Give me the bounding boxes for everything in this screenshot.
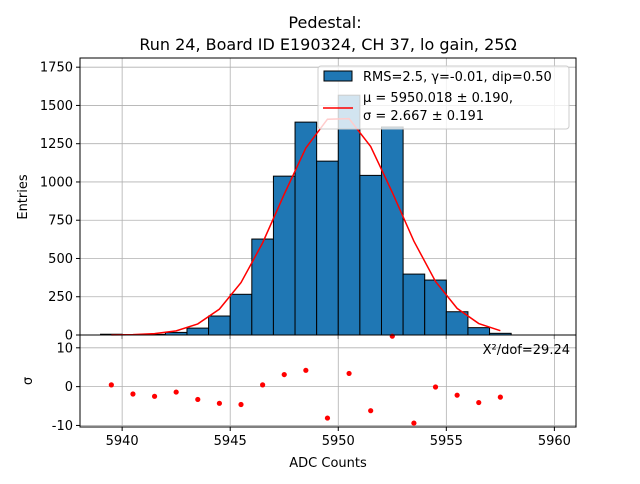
residual-point <box>130 391 135 396</box>
residual-point <box>238 402 243 407</box>
y-tick-label: 1000 <box>40 175 73 190</box>
histogram-bar <box>209 316 231 335</box>
x-tick-label: 5950 <box>322 434 355 449</box>
residual-point <box>303 368 308 373</box>
residual-point <box>498 395 503 400</box>
residual-point <box>260 382 265 387</box>
y-tick-label: 1250 <box>40 137 73 152</box>
histogram-bar <box>360 175 382 335</box>
legend-label-fit-sigma: σ = 2.667 ± 0.191 <box>363 109 484 124</box>
y-tick-label: 750 <box>48 214 73 229</box>
residual-point <box>152 394 157 399</box>
residual-point <box>109 382 114 387</box>
x-axis-label: ADC Counts <box>289 456 367 471</box>
y-tick-label: 250 <box>48 290 73 305</box>
histogram-bar <box>252 239 274 335</box>
residual-point <box>282 372 287 377</box>
residual-point <box>411 421 416 426</box>
chart-title-line2: Run 24, Board ID E190324, CH 37, lo gain… <box>139 35 516 54</box>
histogram-bar <box>295 122 317 335</box>
y-axis-label-sigma: σ <box>21 377 36 385</box>
histogram-bar <box>317 161 339 335</box>
x-tick-label: 5940 <box>106 434 139 449</box>
histogram-bar <box>187 328 209 335</box>
residual-point <box>174 389 179 394</box>
residual-point <box>433 384 438 389</box>
legend-swatch-histogram <box>324 71 352 81</box>
legend-label-fit-mu: μ = 5950.018 ± 0.190, <box>363 91 513 106</box>
histogram-bar <box>403 274 425 335</box>
residual-point <box>476 400 481 405</box>
y-tick-label: -10 <box>52 419 73 434</box>
histogram-bar <box>230 294 252 335</box>
histogram-bar <box>425 280 447 335</box>
histogram-bar <box>273 176 295 335</box>
residual-point <box>390 334 395 339</box>
y-tick-label: 1750 <box>40 61 73 76</box>
x-tick-label: 5955 <box>430 434 463 449</box>
legend: RMS=2.5, γ=-0.01, dip=0.50 μ = 5950.018 … <box>318 66 569 129</box>
residual-point <box>455 393 460 398</box>
residual-point <box>325 415 330 420</box>
histogram-bar <box>446 312 468 335</box>
y-tick-label: 0 <box>65 380 73 395</box>
y-tick-label: 500 <box>48 252 73 267</box>
residual-point <box>217 401 222 406</box>
y-axis-label-entries: Entries <box>16 174 31 220</box>
residual-point <box>346 371 351 376</box>
legend-label-histogram: RMS=2.5, γ=-0.01, dip=0.50 <box>363 70 552 85</box>
chart-title-line1: Pedestal: <box>288 13 361 32</box>
histogram-bar <box>338 95 360 335</box>
x-tick-label: 5960 <box>538 434 571 449</box>
histogram-bar <box>468 328 490 335</box>
y-tick-label: 1500 <box>40 99 73 114</box>
chi2-annotation: X²/dof=29.24 <box>483 343 570 358</box>
residual-point <box>195 397 200 402</box>
x-tick-label: 5945 <box>214 434 247 449</box>
residual-point <box>368 408 373 413</box>
histogram-bar <box>381 127 403 335</box>
y-tick-label: 10 <box>56 341 73 356</box>
